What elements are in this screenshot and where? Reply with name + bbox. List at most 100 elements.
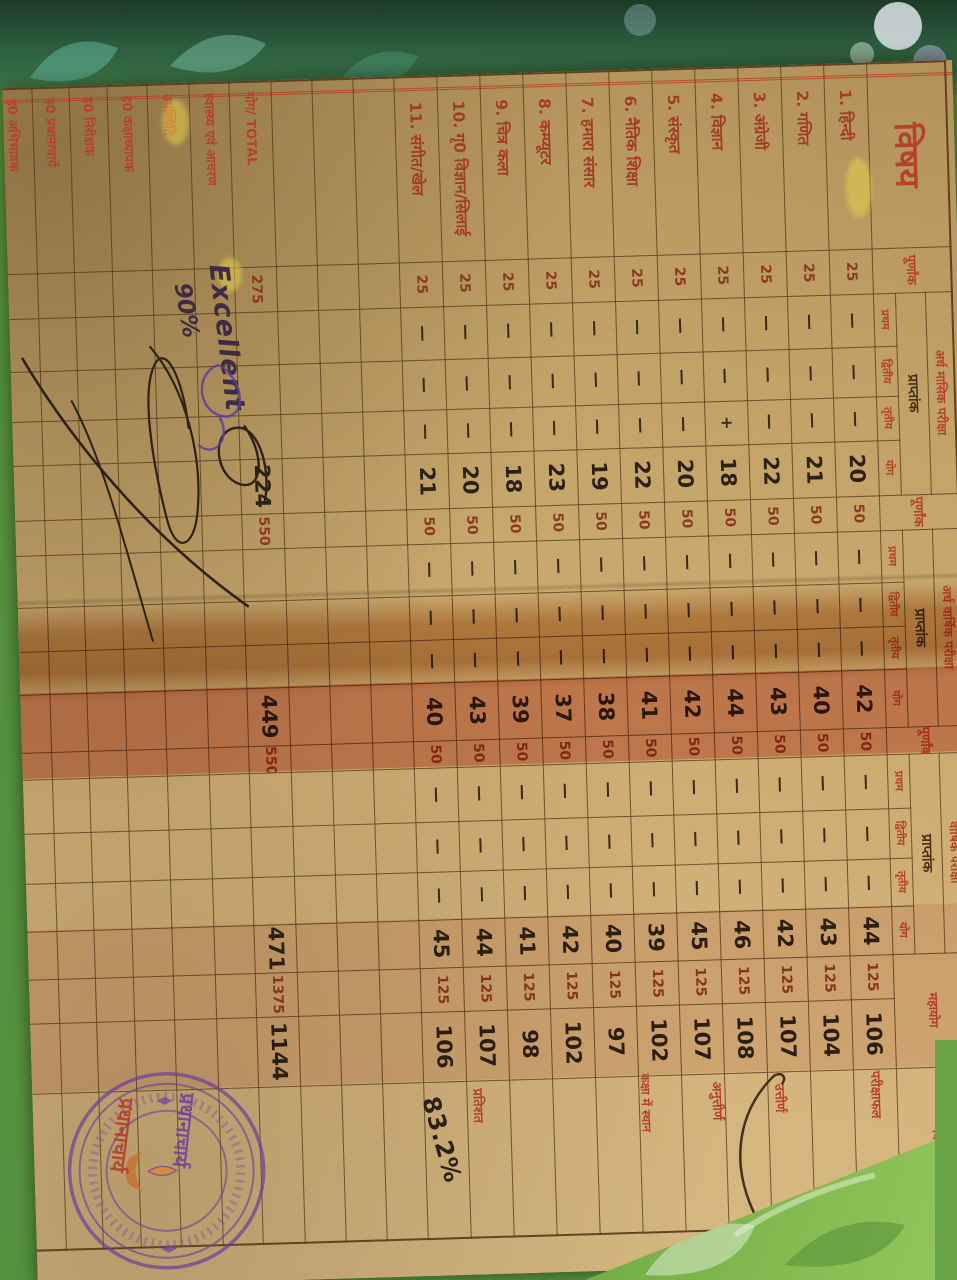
cell: — — [459, 819, 504, 871]
marks-obtained-header: प्राप्तांक — [895, 291, 932, 495]
cell: — — [487, 303, 532, 358]
subject-name: 2. गणित — [781, 64, 830, 251]
cell — [312, 78, 359, 265]
cell — [170, 878, 215, 928]
cell: — — [787, 294, 833, 349]
cell: — — [502, 818, 547, 870]
cell — [342, 1083, 388, 1242]
cell — [93, 880, 133, 930]
cell — [12, 779, 55, 835]
cell — [335, 873, 379, 923]
signature-row-label: ह0 अभिभावक — [2, 88, 38, 275]
cell: — — [789, 347, 834, 399]
cloth-pattern — [645, 1172, 905, 1276]
cell — [271, 79, 318, 267]
cell: — — [490, 406, 535, 452]
cell — [52, 777, 92, 834]
cell — [334, 823, 377, 875]
cell: 23 — [534, 449, 580, 506]
cell: — — [718, 862, 764, 912]
principal-round-stamp: प्रधानाचार्य प्रधानाचार्य — [67, 1072, 266, 1270]
subject-name: 5. संस्कृत — [652, 68, 701, 255]
cloth-pattern — [30, 2, 947, 84]
cell: — — [586, 761, 632, 818]
cell: 50 — [450, 506, 495, 544]
cell: — — [846, 808, 891, 860]
cell — [91, 830, 131, 882]
cell: 25 — [700, 252, 745, 299]
cell: 50 — [579, 503, 624, 540]
cell — [361, 360, 405, 412]
star-icon — [160, 1244, 177, 1253]
report-card-paper: विषय पूर्णांक अर्ध मासिक परीक्षा पूर्णां… — [2, 60, 957, 1280]
cell: 21 — [792, 441, 837, 498]
subcol-first: प्रथम — [887, 753, 912, 809]
cell: — — [574, 354, 620, 406]
cell — [293, 824, 336, 876]
cell: — — [746, 348, 791, 401]
cell: — — [703, 350, 749, 402]
cell — [252, 875, 297, 926]
subcol-second: द्वितीय — [875, 345, 899, 397]
cell: 25 — [786, 249, 831, 296]
cell: — — [457, 765, 503, 822]
cell — [282, 456, 326, 514]
cell: — — [488, 356, 534, 408]
cell — [358, 262, 402, 309]
cell — [130, 879, 173, 929]
cell: — — [546, 867, 592, 917]
cell — [363, 410, 406, 456]
cell: — — [847, 858, 893, 908]
cell — [169, 828, 213, 880]
cell — [353, 77, 400, 264]
cell — [317, 263, 361, 310]
cell: 25 — [743, 250, 788, 298]
cell — [553, 1077, 601, 1236]
signature-row-label: ह0 निरीक्षक — [69, 86, 113, 273]
subject-name: 7. हमारा संसार — [566, 71, 615, 258]
cell: — — [619, 402, 664, 449]
cell: — — [444, 304, 489, 360]
cell: — — [589, 865, 635, 916]
cell — [211, 827, 253, 879]
cell: — — [460, 869, 506, 919]
cell — [56, 881, 95, 931]
cell: 20 — [448, 451, 494, 509]
cell: — — [760, 810, 805, 863]
cell: 50 — [493, 505, 538, 542]
cell — [322, 411, 365, 457]
cell: 25 — [571, 256, 617, 303]
cell: — — [701, 297, 747, 352]
subject-name: 1. हिन्दी — [824, 63, 873, 250]
cell: 50 — [407, 508, 452, 545]
flower-shape — [874, 2, 922, 50]
cell — [249, 771, 294, 828]
cell — [212, 877, 255, 927]
flower-shape — [850, 42, 874, 66]
signature-scribbles — [21, 345, 268, 642]
cell — [375, 822, 418, 874]
cell: — — [416, 821, 461, 873]
cell: 25 — [614, 254, 659, 302]
cell: — — [830, 293, 876, 348]
cell: — — [543, 763, 589, 819]
cell: + — [705, 400, 750, 446]
cell — [54, 831, 94, 884]
cell — [14, 833, 57, 885]
leaf-shape — [30, 41, 118, 82]
cell — [323, 455, 367, 512]
cell: — — [744, 295, 790, 351]
cell: 50 — [750, 497, 795, 535]
subject-name: 3. अंग्रेजी — [738, 66, 787, 253]
cell: — — [631, 814, 676, 866]
cell: 20 — [835, 440, 880, 497]
cloth-background-edge — [935, 1040, 957, 1280]
leaf-shape — [170, 34, 266, 73]
cell: 25 — [485, 258, 531, 305]
cell: 18 — [706, 444, 751, 501]
cell — [281, 412, 324, 459]
cell: — — [530, 302, 575, 357]
cell: 22 — [620, 446, 665, 504]
result-label: परीक्षाफल — [866, 1070, 884, 1119]
flower-shape — [624, 4, 656, 36]
